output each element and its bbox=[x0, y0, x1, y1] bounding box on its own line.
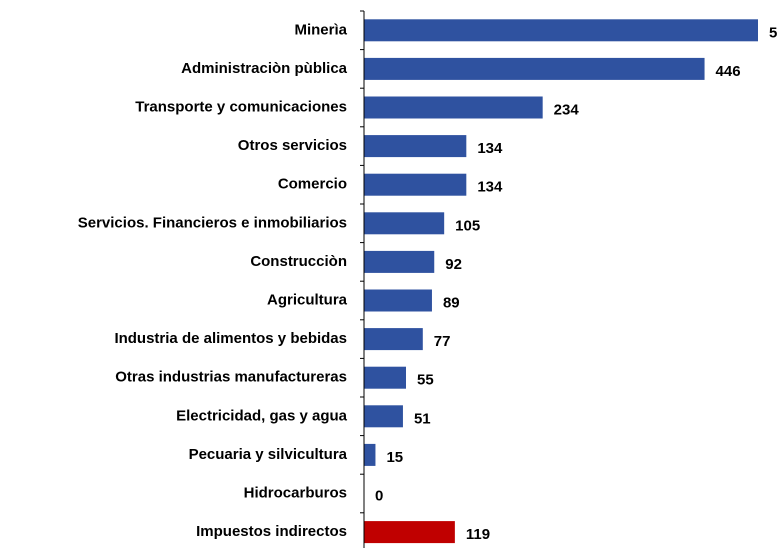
category-label: Hidrocarburos bbox=[244, 484, 347, 501]
category-label: Electricidad, gas y agua bbox=[176, 407, 348, 424]
bar bbox=[364, 250, 435, 273]
value-label: 516 bbox=[769, 24, 778, 41]
category-label: Construcciòn bbox=[250, 253, 347, 270]
value-label: 119 bbox=[466, 526, 490, 543]
bar bbox=[364, 366, 406, 389]
value-label: 89 bbox=[443, 294, 460, 311]
category-label: Otros servicios bbox=[238, 137, 347, 154]
category-label: Administraciòn pùblica bbox=[181, 60, 348, 77]
value-label: 0 bbox=[375, 487, 383, 504]
bar bbox=[364, 521, 455, 544]
category-label: Comercio bbox=[278, 176, 347, 193]
value-label: 51 bbox=[414, 410, 431, 427]
bar bbox=[364, 173, 467, 196]
value-label: 234 bbox=[554, 101, 580, 118]
value-label: 92 bbox=[445, 256, 462, 273]
bar bbox=[364, 57, 705, 80]
category-label: Agricultura bbox=[267, 291, 348, 308]
bar bbox=[364, 289, 432, 312]
value-label: 15 bbox=[386, 449, 403, 466]
bar bbox=[364, 443, 376, 466]
value-label: 446 bbox=[716, 63, 741, 80]
value-label: 55 bbox=[417, 372, 434, 389]
category-label: Pecuaria y silvicultura bbox=[189, 446, 348, 463]
category-label: Transporte y comunicaciones bbox=[135, 98, 347, 115]
value-label: 134 bbox=[477, 140, 503, 157]
value-label: 134 bbox=[477, 179, 503, 196]
category-label: Impuestos indirectos bbox=[196, 523, 347, 540]
bar bbox=[364, 19, 758, 42]
bar bbox=[364, 405, 403, 428]
bar bbox=[364, 135, 467, 158]
bar bbox=[364, 328, 423, 351]
category-label: Servicios. Financieros e inmobiliarios bbox=[78, 214, 347, 231]
value-label: 105 bbox=[455, 217, 480, 234]
category-label: Otras industrias manufactureras bbox=[115, 369, 347, 386]
value-label: 77 bbox=[434, 333, 451, 350]
category-label: Minerìa bbox=[294, 21, 347, 38]
category-label: Industria de alimentos y bebidas bbox=[114, 330, 347, 347]
bar bbox=[364, 96, 543, 119]
bar bbox=[364, 212, 445, 235]
